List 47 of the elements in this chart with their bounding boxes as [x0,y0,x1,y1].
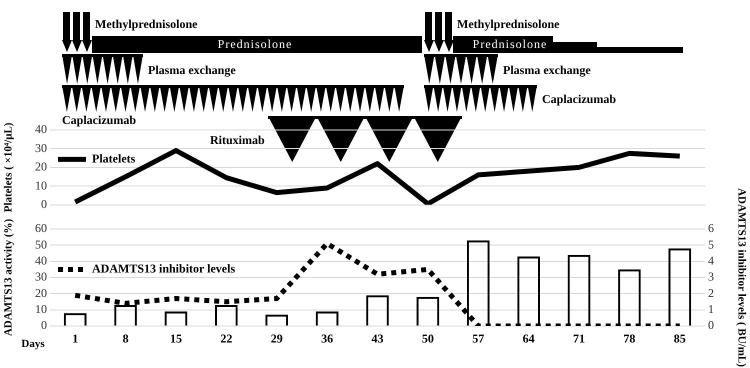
x-tick-label: 85 [674,331,686,346]
x-tick-label: 64 [522,331,535,346]
x-tick-label: 15 [170,331,182,346]
x-tick-label: 29 [270,331,283,346]
text: Methylprednisolone [457,17,560,31]
text: Caplacizumab [62,113,136,127]
y-tick-label: 40 [35,253,47,268]
x-tick-label: 71 [573,331,586,346]
text: Prednisolone [218,37,292,51]
x-tick-label: 1 [72,331,78,346]
y2-tick-label: 2 [708,286,714,300]
x-tick-label: 22 [220,331,232,346]
y-tick-label: 30 [35,140,47,155]
y-axis-title: Platelets ( ×10⁴/μL) [2,122,14,212]
legend-label: ADAMTS13 inhibitor levels [92,262,236,276]
x-tick-label: 8 [122,331,129,346]
x-axis-title: Days [21,338,46,350]
x-tick-label: 43 [372,331,384,346]
y2-tick-label: 1 [708,302,714,316]
y2-tick-label: 5 [708,237,714,252]
text: Caplacizumab [542,92,616,106]
y-tick-label: 10 [35,178,47,192]
y-tick-label: 10 [35,302,47,316]
x-tick-label: 36 [321,331,334,346]
y-tick-label: 60 [35,221,47,236]
y-tick-label: 40 [35,122,47,136]
x-tick-label: 78 [623,331,636,346]
y2-axis-title: ADAMTS13 inhibitor levels ( BU/mL) [736,188,748,368]
y2-tick-label: 3 [708,270,714,284]
y-tick-label: 0 [41,196,47,211]
y-tick-label: 50 [35,237,47,252]
text: Plasma exchange [148,63,236,77]
y2-tick-label: 4 [708,253,714,268]
y-tick-label: 30 [35,270,47,284]
x-tick-label: 57 [472,331,484,346]
legend-label: Platelets [92,151,136,166]
x-tick-label: 50 [422,331,434,346]
annotation: Rituximab [210,133,265,147]
y-tick-label: 20 [35,286,47,300]
text: Prednisolone [472,37,548,51]
y2-tick-label: 6 [708,221,714,236]
text: Methylprednisolone [95,17,198,31]
y-axis-title: ADAMTS13 activity (%) [2,218,14,336]
text: Plasma exchange [503,63,591,77]
y-tick-label: 0 [41,318,47,332]
y-tick-label: 20 [35,160,47,174]
y2-tick-label: 0 [708,318,714,332]
